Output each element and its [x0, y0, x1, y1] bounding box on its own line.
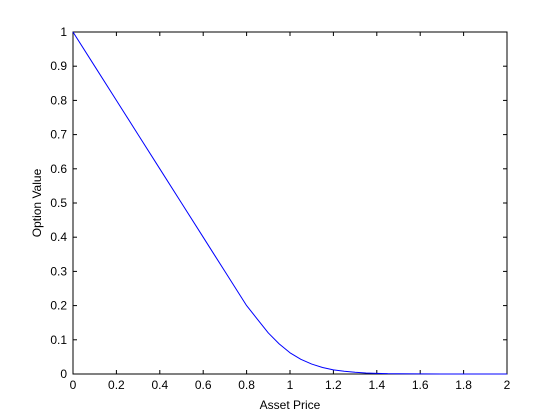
- x-tick-label-4: 0.8: [238, 378, 255, 392]
- y-axis-label: Option Value: [30, 168, 44, 237]
- x-tick-label-9: 1.8: [455, 378, 472, 392]
- y-tick-label-10: 1: [60, 25, 67, 39]
- y-tick-label-4: 0.4: [50, 230, 67, 244]
- series-layer: [72, 31, 507, 375]
- x-tick-label-2: 0.4: [151, 378, 168, 392]
- x-tick-label-8: 1.6: [412, 378, 429, 392]
- x-tick-label-10: 2: [504, 378, 511, 392]
- tick-labels: 0 0.2 0.4 0.6 0.8 1 1.2 1.4 1.6 1.8 2 0 0.1 0.2 0.3 0.4…: [50, 25, 510, 392]
- x-tick-label-3: 0.6: [195, 378, 212, 392]
- series-line-0: [72, 31, 507, 375]
- x-tick-label-5: 1: [287, 378, 294, 392]
- y-tick-label-7: 0.7: [50, 128, 67, 142]
- y-tick-label-9: 0.9: [50, 59, 67, 73]
- y-tick-label-3: 0.3: [50, 264, 67, 278]
- plot-area: [72, 31, 508, 375]
- axis-ticks: [72, 31, 508, 375]
- x-tick-label-7: 1.4: [368, 378, 385, 392]
- x-tick-label-6: 1.2: [325, 378, 342, 392]
- y-tick-label-1: 0.1: [50, 333, 67, 347]
- y-tick-label-6: 0.6: [50, 162, 67, 176]
- x-tick-label-1: 0.2: [108, 378, 125, 392]
- y-tick-label-5: 0.5: [50, 196, 67, 210]
- y-tick-label-2: 0.2: [50, 299, 67, 313]
- y-tick-label-8: 0.8: [50, 93, 67, 107]
- x-axis-label: Asset Price: [260, 398, 321, 412]
- x-tick-label-0: 0: [70, 378, 77, 392]
- y-tick-label-0: 0: [60, 367, 67, 381]
